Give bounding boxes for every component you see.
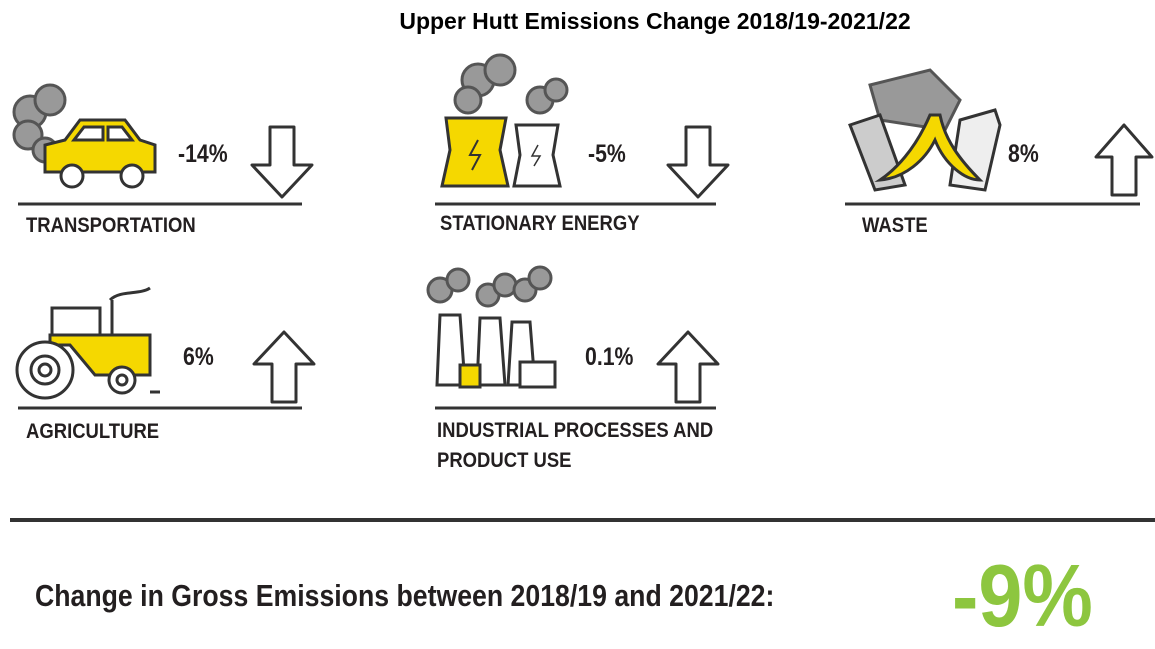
- sector-label: WASTE: [862, 214, 928, 238]
- factory-icon: [428, 267, 555, 387]
- change-value: -14%: [178, 140, 228, 169]
- arrow-up: [254, 332, 314, 402]
- change-value: 8%: [1008, 140, 1039, 169]
- car-icon: [14, 85, 155, 187]
- sector-label: AGRICULTURE: [26, 420, 159, 444]
- change-value: -5%: [588, 140, 626, 169]
- power-plant-icon: [442, 55, 567, 186]
- arrow-up: [1096, 125, 1152, 195]
- title: Upper Hutt Emissions Change 2018/19-2021…: [0, 8, 1155, 35]
- arrow-down: [252, 127, 312, 197]
- arrow-up: [658, 332, 718, 402]
- change-value: 6%: [183, 343, 214, 372]
- sector-label: INDUSTRIAL PROCESSES AND PRODUCT USE: [437, 416, 727, 476]
- summary-value: -9%: [952, 545, 1093, 647]
- tractor-icon: [17, 288, 160, 398]
- change-value: 0.1%: [585, 343, 633, 372]
- sector-label: TRANSPORTATION: [26, 214, 196, 238]
- arrow-down: [668, 127, 728, 197]
- waste-icon: [850, 70, 1000, 190]
- summary-label: Change in Gross Emissions between 2018/1…: [35, 578, 774, 614]
- sector-label: STATIONARY ENERGY: [440, 212, 640, 236]
- page: Upper Hutt Emissions Change 2018/19-2021…: [0, 0, 1155, 649]
